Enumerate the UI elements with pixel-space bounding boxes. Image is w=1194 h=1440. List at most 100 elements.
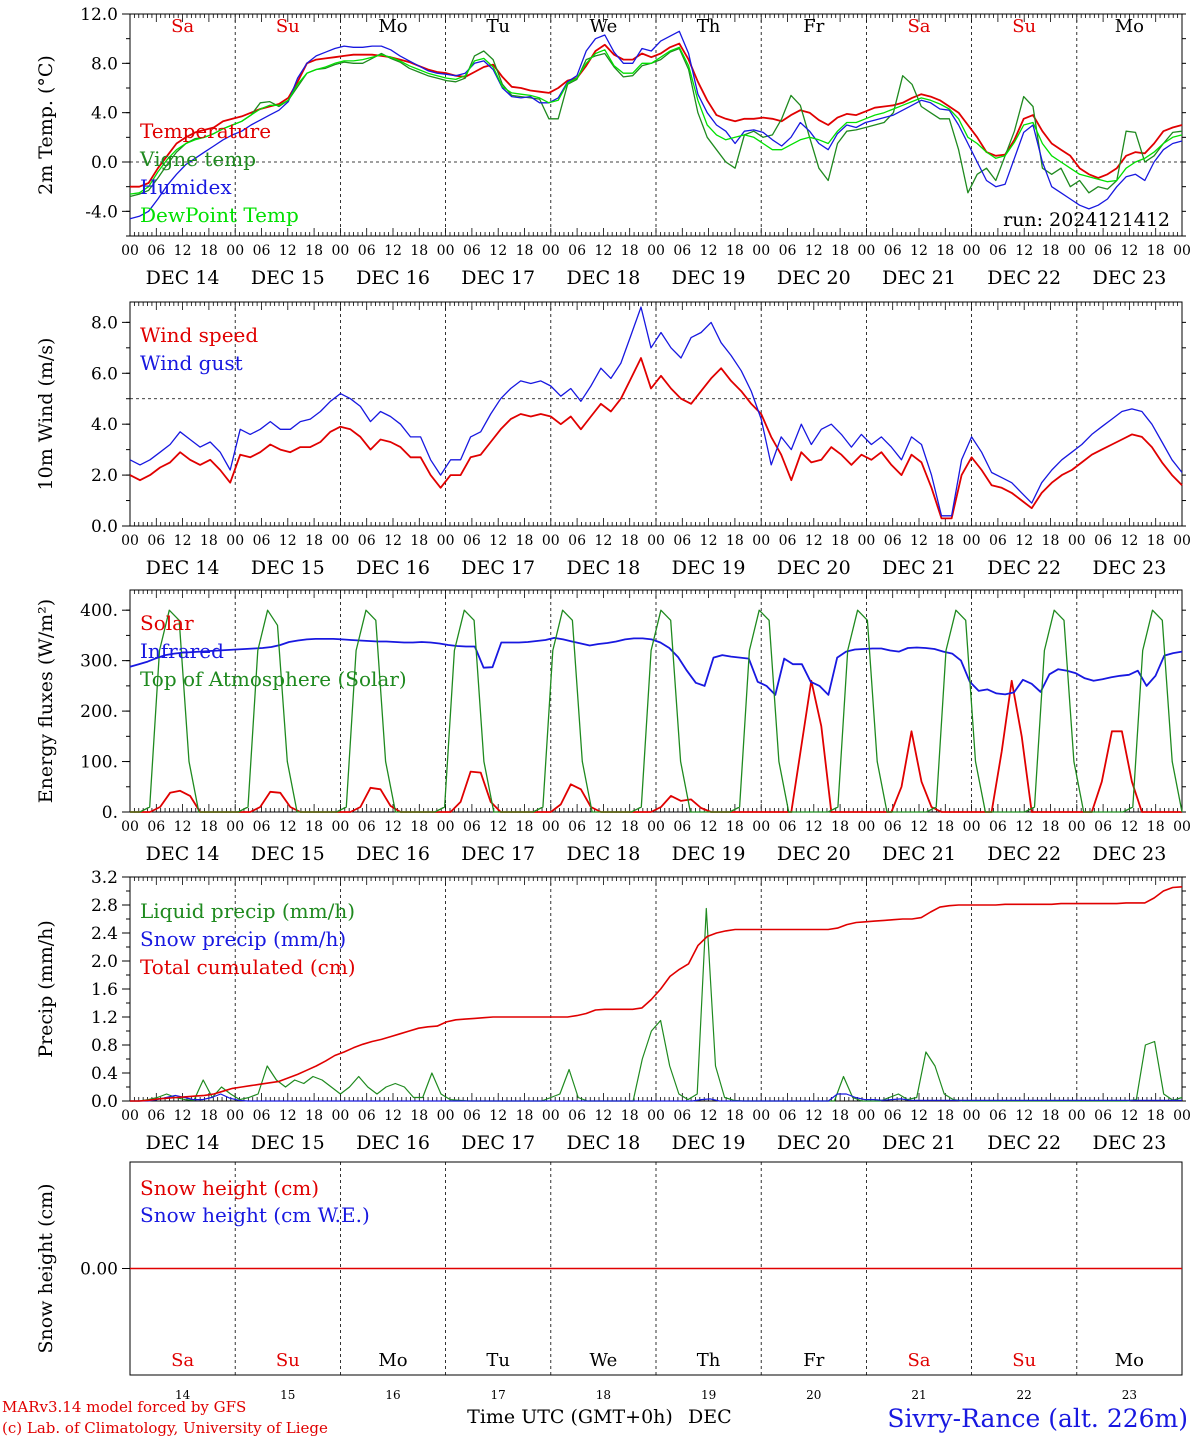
x-hour-label: 00 xyxy=(963,533,981,549)
weekday-label: Su xyxy=(276,1350,300,1371)
x-hour-label: 12 xyxy=(1120,1108,1138,1124)
x-hour-label: 12 xyxy=(700,533,718,549)
x-hour-label: 06 xyxy=(463,1108,481,1124)
x-hour-label: 18 xyxy=(936,533,954,549)
weekday-label: Mo xyxy=(378,16,407,37)
x-hour-label: 06 xyxy=(147,819,165,835)
x-hour-label: 00 xyxy=(752,1108,770,1124)
x-hour-label: 12 xyxy=(384,243,402,259)
wind-series-line-1 xyxy=(129,306,1183,517)
x-date-label: DEC 17 xyxy=(461,1132,535,1154)
x-hour-label: 00 xyxy=(226,819,244,835)
x-hour-label: 00 xyxy=(121,819,139,835)
x-hour-label: 18 xyxy=(410,533,428,549)
x-date-label: DEC 14 xyxy=(146,1132,220,1154)
x-date-label: DEC 17 xyxy=(461,267,535,289)
y-tick-label: 3.2 xyxy=(91,868,118,888)
x-hour-label: 18 xyxy=(516,533,534,549)
x-hour-label: 12 xyxy=(700,1108,718,1124)
x-hour-label: 18 xyxy=(516,243,534,259)
x-hour-label: 06 xyxy=(253,1108,271,1124)
x-hour-label: 00 xyxy=(1173,1108,1191,1124)
x-hour-label: 00 xyxy=(857,1108,875,1124)
x-hour-label: 00 xyxy=(647,1108,665,1124)
x-hour-label: 12 xyxy=(1120,819,1138,835)
x-hour-label: 18 xyxy=(936,243,954,259)
x-hour-label: 06 xyxy=(463,243,481,259)
y-tick-label: 2.4 xyxy=(91,924,118,944)
day-number-label: 21 xyxy=(911,1388,926,1402)
weekday-label: Su xyxy=(276,16,300,37)
x-hour-label: 00 xyxy=(752,243,770,259)
x-hour-label: 06 xyxy=(884,243,902,259)
weekday-label: Mo xyxy=(378,1350,407,1371)
x-hour-label: 00 xyxy=(963,819,981,835)
x-date-label: DEC 18 xyxy=(566,267,640,289)
x-hour-label: 06 xyxy=(358,243,376,259)
x-hour-label: 00 xyxy=(1068,243,1086,259)
x-hour-label: 06 xyxy=(147,533,165,549)
x-date-label: DEC 14 xyxy=(146,843,220,865)
precip-legend-entry: Snow precip (mm/h) xyxy=(140,927,346,951)
x-hour-label: 06 xyxy=(358,819,376,835)
x-hour-label: 18 xyxy=(516,819,534,835)
x-hour-label: 06 xyxy=(884,533,902,549)
x-hour-label: 12 xyxy=(805,533,823,549)
x-hour-label: 12 xyxy=(279,1108,297,1124)
precip-legend-entry: Liquid precip (mm/h) xyxy=(140,899,355,923)
x-hour-label: 12 xyxy=(805,819,823,835)
run-annotation: run: 2024121412 xyxy=(1003,209,1170,231)
weekday-label: Fr xyxy=(803,16,824,37)
y-tick-label: 4.0 xyxy=(91,104,118,124)
x-date-label: DEC 19 xyxy=(672,267,746,289)
precip-series-line-2 xyxy=(130,886,1183,1102)
x-hour-label: 00 xyxy=(752,533,770,549)
x-axis-month: DEC xyxy=(688,1406,732,1428)
x-hour-label: 06 xyxy=(989,819,1007,835)
x-date-label: DEC 19 xyxy=(672,1132,746,1154)
x-hour-label: 00 xyxy=(857,819,875,835)
y-tick-label: 300. xyxy=(80,652,118,672)
x-hour-label: 18 xyxy=(1042,819,1060,835)
weekday-label: Th xyxy=(697,16,721,37)
y-tick-label: 6.0 xyxy=(91,364,118,384)
x-date-label: DEC 23 xyxy=(1092,557,1166,579)
temp-y-axis-title: 2m Temp. (°C) xyxy=(35,55,57,195)
x-hour-label: 18 xyxy=(936,1108,954,1124)
x-date-label: DEC 15 xyxy=(251,557,325,579)
x-hour-label: 06 xyxy=(989,533,1007,549)
x-hour-label: 06 xyxy=(779,819,797,835)
x-hour-label: 06 xyxy=(358,1108,376,1124)
x-hour-label: 06 xyxy=(884,819,902,835)
x-hour-label: 00 xyxy=(1068,533,1086,549)
x-hour-label: 18 xyxy=(1147,243,1165,259)
x-date-label: DEC 23 xyxy=(1092,1132,1166,1154)
x-axis-title: Time UTC (GMT+0h) xyxy=(467,1406,673,1428)
energy-series-line-1 xyxy=(129,637,1183,696)
y-tick-label: 1.6 xyxy=(91,980,118,1000)
x-hour-label: 06 xyxy=(673,1108,691,1124)
x-date-label: DEC 15 xyxy=(251,267,325,289)
x-hour-label: 00 xyxy=(1173,533,1191,549)
energy-legend-entry: Top of Atmosphere (Solar) xyxy=(140,667,407,691)
energy-series-line-2 xyxy=(130,609,1183,813)
x-date-label: DEC 23 xyxy=(1092,843,1166,865)
x-hour-label: 06 xyxy=(358,533,376,549)
wind-legend-entry: Wind gust xyxy=(140,351,243,375)
wind-legend-entry: Wind speed xyxy=(140,323,258,347)
wind-series-line-0 xyxy=(129,357,1183,520)
x-hour-label: 06 xyxy=(989,1108,1007,1124)
x-hour-label: 06 xyxy=(147,243,165,259)
x-hour-label: 00 xyxy=(857,243,875,259)
day-number-label: 18 xyxy=(596,1388,611,1402)
x-hour-label: 00 xyxy=(226,1108,244,1124)
x-hour-label: 18 xyxy=(1042,243,1060,259)
x-hour-label: 12 xyxy=(1015,1108,1033,1124)
x-hour-label: 06 xyxy=(673,243,691,259)
x-hour-label: 18 xyxy=(936,819,954,835)
day-number-label: 22 xyxy=(1017,1388,1032,1402)
x-hour-label: 18 xyxy=(200,1108,218,1124)
x-date-label: DEC 16 xyxy=(356,843,430,865)
weekday-label: Sa xyxy=(907,16,930,37)
x-hour-label: 00 xyxy=(1068,1108,1086,1124)
